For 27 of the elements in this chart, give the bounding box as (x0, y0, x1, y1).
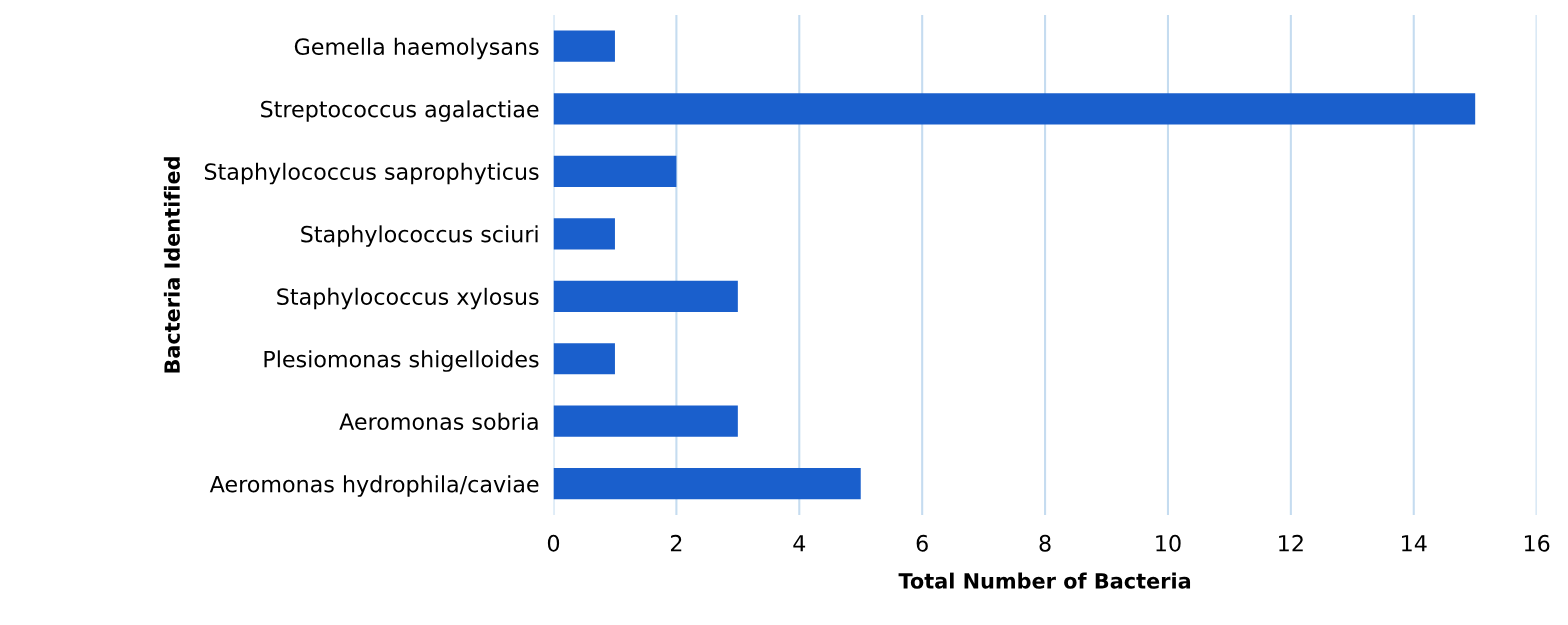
x-axis-title: Total Number of Bacteria (898, 572, 1191, 589)
y-tick-label: Plesiomonas shigelloides (264, 350, 539, 372)
y-tick-label: Aeromonas hydrophila/caviae (209, 475, 539, 497)
x-tick-label: 0 (547, 534, 560, 552)
x-tick-label: 12 (1279, 534, 1303, 552)
bar (553, 30, 615, 62)
y-tick-label: Staphylococcus sciuri (301, 225, 538, 247)
y-tick-label: Aeromonas sobria (339, 412, 538, 431)
x-tick-label: 14 (1402, 535, 1427, 552)
y-tick-label: Staphylococcus xylosus (277, 287, 539, 310)
bar (553, 93, 1476, 125)
bar (553, 468, 861, 500)
x-tick-label: 8 (1039, 534, 1051, 552)
y-tick-label: Streptococcus agalactiae (261, 100, 539, 122)
bar (553, 155, 677, 187)
y-axis-title: Bacteria Identified (163, 157, 180, 373)
x-tick-label: 6 (916, 534, 928, 552)
bar (553, 343, 615, 375)
bar (553, 218, 615, 250)
y-tick-label: Gemella haemolysans (294, 37, 539, 60)
x-tick-label: 16 (1524, 534, 1550, 552)
y-tick-label: Staphylococcus saprophyticus (204, 162, 539, 185)
bar (553, 405, 738, 437)
bar (553, 280, 738, 312)
x-tick-label: 4 (793, 535, 806, 552)
x-tick-label: 10 (1156, 534, 1181, 552)
x-tick-label: 2 (670, 534, 682, 552)
